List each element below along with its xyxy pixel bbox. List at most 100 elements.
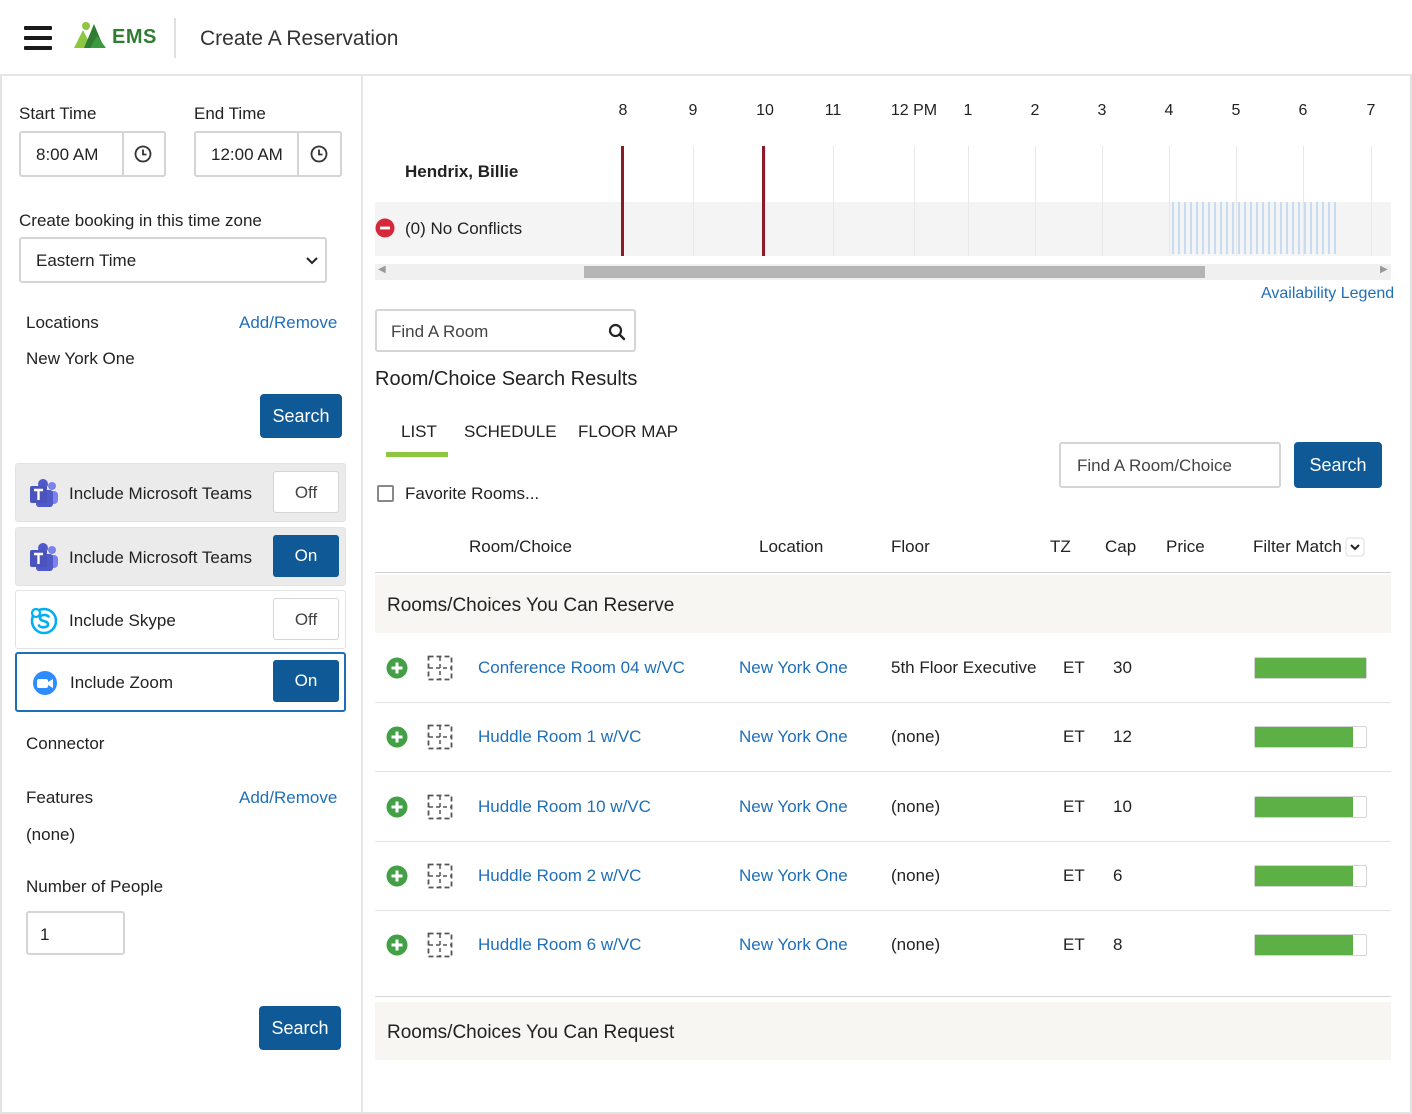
toggle-label: Include Zoom xyxy=(70,673,173,692)
ems-logo-icon xyxy=(74,22,106,48)
request-section-header: Rooms/Choices You Can Request xyxy=(375,1002,1391,1060)
people-label: Number of People xyxy=(26,877,164,896)
reserve-section-header: Rooms/Choices You Can Reserve xyxy=(375,575,1391,633)
availability-stripe xyxy=(1226,202,1228,254)
column-header-location[interactable]: Location xyxy=(759,537,824,556)
column-header-price[interactable]: Price xyxy=(1166,537,1205,556)
hour-gridline xyxy=(968,146,969,256)
tab-schedule[interactable]: SCHEDULE xyxy=(464,422,557,441)
filter-match-fill xyxy=(1255,658,1366,678)
hour-tick-label: 12 PM xyxy=(890,102,938,119)
availability-legend-link[interactable]: Availability Legend xyxy=(1261,285,1395,302)
column-header-floor[interactable]: Floor xyxy=(891,537,930,556)
results-heading: Room/Choice Search Results xyxy=(375,368,638,390)
room-name-link[interactable]: Huddle Room 10 w/VC xyxy=(478,797,651,816)
chevron-down-icon[interactable] xyxy=(1345,537,1365,557)
add-room-plus-icon[interactable] xyxy=(386,796,408,818)
floor-value: 5th Floor Executive xyxy=(891,658,1037,677)
floor-plan-icon[interactable] xyxy=(427,724,453,750)
find-room-choice-input[interactable]: Find A Room/Choice xyxy=(1059,442,1281,488)
filter-match-fill xyxy=(1255,866,1353,886)
availability-stripe xyxy=(1250,202,1252,254)
add-room-plus-icon[interactable] xyxy=(386,934,408,956)
locations-label: Locations xyxy=(26,313,99,332)
toggle-off-button[interactable]: Off xyxy=(273,598,339,640)
capacity-value: 12 xyxy=(1113,727,1132,746)
tab-floor-map[interactable]: FLOOR MAP xyxy=(578,422,679,441)
room-name-link[interactable]: Huddle Room 1 w/VC xyxy=(478,727,642,746)
end-time-marker xyxy=(762,146,765,256)
header-divider xyxy=(375,572,1391,573)
floor-plan-icon[interactable] xyxy=(427,932,453,958)
hamburger-icon[interactable] xyxy=(24,26,52,50)
toggle-off-button[interactable]: Off xyxy=(273,471,339,513)
location-link[interactable]: New York One xyxy=(739,866,848,885)
clock-icon[interactable] xyxy=(134,145,152,163)
timezone-select[interactable]: Eastern Time xyxy=(19,237,327,283)
floor-plan-icon[interactable] xyxy=(427,794,453,820)
add-room-plus-icon[interactable] xyxy=(386,657,408,679)
toggle-card-zoom[interactable]: Include Zoom On xyxy=(15,652,346,712)
toggle-on-button[interactable]: On xyxy=(273,535,339,577)
toggle-card-teams-2[interactable]: Include Microsoft Teams On xyxy=(15,527,346,586)
room-name-link[interactable]: Huddle Room 2 w/VC xyxy=(478,866,642,885)
timezone-value: ET xyxy=(1063,866,1085,885)
room-name-link[interactable]: Conference Room 04 w/VC xyxy=(478,658,685,677)
hour-gridline xyxy=(1169,146,1170,256)
toggle-card-teams-1[interactable]: Include Microsoft Teams Off xyxy=(15,463,346,522)
features-add-remove-link[interactable]: Add/Remove xyxy=(239,788,338,807)
column-header-filter-match[interactable]: Filter Match xyxy=(1253,537,1342,556)
availability-stripe xyxy=(1190,202,1192,254)
start-time-input[interactable]: 8:00 AM xyxy=(19,131,166,177)
favorite-rooms-checkbox[interactable] xyxy=(377,485,394,502)
floor-value: (none) xyxy=(891,727,941,746)
timezone-value: ET xyxy=(1063,658,1085,677)
hour-tick-label: 11 xyxy=(824,102,842,119)
hour-tick-label: 9 xyxy=(688,102,698,119)
column-header-tz[interactable]: TZ xyxy=(1050,537,1071,556)
find-room-choice-placeholder: Find A Room/Choice xyxy=(1077,456,1232,475)
timezone-label: Create booking in this time zone xyxy=(19,211,262,230)
floor-value: (none) xyxy=(891,866,941,885)
location-link[interactable]: New York One xyxy=(739,727,848,746)
divider xyxy=(297,133,299,175)
add-room-plus-icon[interactable] xyxy=(386,865,408,887)
microsoft-teams-icon xyxy=(30,543,58,571)
scroll-left-arrow-icon[interactable]: ◀ xyxy=(378,264,386,275)
no-conflict-minus-icon xyxy=(375,218,395,238)
results-search-button[interactable]: Search xyxy=(1294,442,1382,488)
location-link[interactable]: New York One xyxy=(739,658,848,677)
filter-match-bar xyxy=(1254,796,1367,818)
location-link[interactable]: New York One xyxy=(739,935,848,954)
sidebar-search-button[interactable]: Search xyxy=(260,394,342,438)
add-room-plus-icon[interactable] xyxy=(386,726,408,748)
find-room-input[interactable]: Find A Room xyxy=(375,309,636,352)
hour-tick-label: 5 xyxy=(1231,102,1241,119)
location-link[interactable]: New York One xyxy=(739,797,848,816)
toggle-card-skype[interactable]: Include Skype Off xyxy=(15,590,346,649)
column-header-room[interactable]: Room/Choice xyxy=(469,537,572,556)
end-time-input[interactable]: 12:00 AM xyxy=(194,131,342,177)
request-section-title: Rooms/Choices You Can Request xyxy=(387,1022,675,1043)
room-name-link[interactable]: Huddle Room 6 w/VC xyxy=(478,935,642,954)
search-icon[interactable] xyxy=(608,323,626,341)
tab-list[interactable]: LIST xyxy=(401,422,437,441)
clock-icon[interactable] xyxy=(310,145,328,163)
hour-gridline xyxy=(1102,146,1103,256)
favorite-rooms-label: Favorite Rooms... xyxy=(405,484,540,503)
column-header-cap[interactable]: Cap xyxy=(1105,537,1137,556)
availability-stripe xyxy=(1268,202,1270,254)
hour-tick-label: 3 xyxy=(1097,102,1107,119)
bottom-search-button[interactable]: Search xyxy=(259,1006,341,1050)
timezone-value: Eastern Time xyxy=(36,251,137,270)
floor-plan-icon[interactable] xyxy=(427,655,453,681)
scroll-right-arrow-icon[interactable]: ▶ xyxy=(1380,264,1388,275)
availability-stripe xyxy=(1328,202,1330,254)
features-label: Features xyxy=(26,788,94,807)
people-input[interactable]: 1 xyxy=(26,911,125,955)
floor-plan-icon[interactable] xyxy=(427,863,453,889)
availability-stripe xyxy=(1256,202,1258,254)
toggle-on-button[interactable]: On xyxy=(273,660,339,702)
timeline-scroll-thumb[interactable] xyxy=(584,266,1205,278)
locations-add-remove-link[interactable]: Add/Remove xyxy=(239,313,338,332)
